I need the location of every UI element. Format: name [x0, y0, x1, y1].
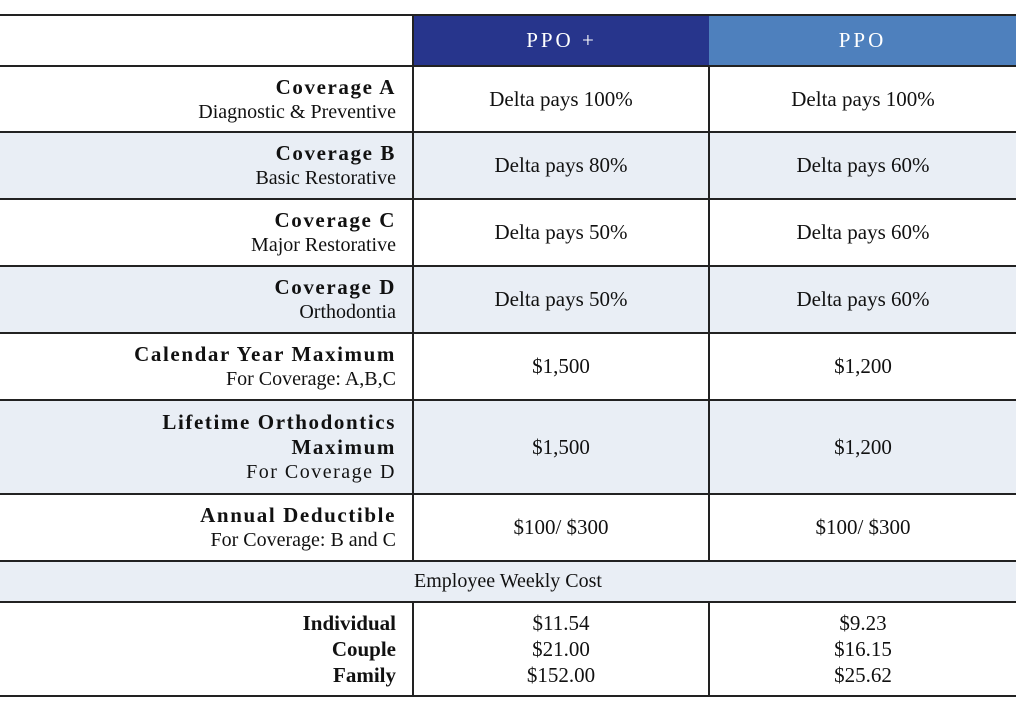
row-label: Lifetime Orthodontics Maximum For Coverag… [0, 399, 413, 495]
cost-value: $152.00 [526, 663, 596, 687]
row-subtitle: For Coverage: B and C [210, 529, 396, 551]
row-subtitle: For Coverage D [246, 461, 396, 483]
benefit-row: Coverage B Basic Restorative Delta pays 80… [0, 131, 1016, 200]
row-title: Coverage B [275, 141, 396, 165]
cost-value: $21.00 [532, 637, 590, 661]
row-value: $1,500 [412, 399, 709, 495]
header-row: PPO + PPO [0, 14, 1016, 67]
benefit-row: Coverage D Orthodontia Delta pays 50% Delta… [0, 265, 1016, 334]
cost-label: Family [333, 663, 396, 687]
row-value: $1,200 [708, 332, 1016, 401]
section-title: Employee Weekly Cost [0, 560, 1016, 603]
row-title: Calendar Year Maximum [134, 342, 396, 366]
row-value: $1,200 [708, 399, 1016, 495]
row-label: Calendar Year Maximum For Coverage: A,B,C [0, 332, 413, 401]
row-label: Coverage A Diagnostic & Preventive [0, 65, 413, 133]
cost-row: Individual Couple Family $11.54 $21.00 $152.0… [0, 601, 1016, 697]
row-subtitle: For Coverage: A,B,C [226, 368, 396, 390]
cost-values: $11.54 $21.00 $152.00 [412, 601, 709, 697]
row-label: Coverage C Major Restorative [0, 198, 413, 267]
row-value: Delta pays 50% [412, 198, 709, 267]
row-value: Delta pays 60% [708, 265, 1016, 334]
row-label: Coverage D Orthodontia [0, 265, 413, 334]
section-row: Employee Weekly Cost [0, 560, 1016, 603]
row-subtitle: Diagnostic & Preventive [198, 100, 396, 123]
row-title: Annual Deductible [200, 503, 396, 527]
row-title: Coverage C [274, 208, 396, 232]
cost-value: $11.54 [532, 611, 590, 635]
row-value: Delta pays 60% [708, 131, 1016, 200]
row-label: Annual Deductible For Coverage: B and C [0, 493, 413, 562]
cost-values: $9.23 $16.15 $25.62 [708, 601, 1016, 697]
row-title: Coverage A [275, 74, 396, 99]
cost-labels: Individual Couple Family [0, 601, 413, 697]
header-cell: PPO [709, 14, 1016, 67]
row-value: Delta pays 60% [708, 198, 1016, 267]
row-label: Coverage B Basic Restorative [0, 131, 413, 200]
row-value: $1,500 [412, 332, 709, 401]
row-subtitle: Orthodontia [299, 301, 396, 323]
row-value: $100/ $300 [412, 493, 709, 562]
header-cell: PPO + [412, 14, 709, 67]
row-subtitle: Basic Restorative [255, 167, 396, 189]
benefit-row: Coverage C Major Restorative Delta pays 50… [0, 198, 1016, 267]
header-blank [0, 14, 413, 67]
row-value: Delta pays 100% [708, 65, 1016, 133]
benefit-row: Coverage A Diagnostic & Preventive Delta p… [0, 65, 1016, 133]
row-title: Lifetime Orthodontics Maximum [162, 410, 396, 459]
row-value: $100/ $300 [708, 493, 1016, 562]
table-body: PPO + PPO Coverage A Diagnostic & Prevent… [0, 14, 1016, 697]
cost-label: Couple [331, 637, 396, 661]
benefit-row: Calendar Year Maximum For Coverage: A,B,C… [0, 332, 1016, 401]
row-title: Coverage D [274, 275, 396, 299]
row-value: Delta pays 50% [412, 265, 709, 334]
cost-value: $16.15 [834, 637, 892, 661]
cost-value: $25.62 [834, 663, 892, 687]
row-value: Delta pays 100% [412, 65, 709, 133]
benefit-row: Annual Deductible For Coverage: B and C $1… [0, 493, 1016, 562]
row-value: Delta pays 80% [412, 131, 709, 200]
benefit-row: Lifetime Orthodontics Maximum For Coverag… [0, 399, 1016, 495]
benefits-table: PPO + PPO Coverage A Diagnostic & Prevent… [0, 14, 1016, 697]
cost-label: Individual [302, 611, 396, 635]
row-subtitle: Major Restorative [251, 234, 396, 256]
cost-value: $9.23 [839, 611, 887, 635]
